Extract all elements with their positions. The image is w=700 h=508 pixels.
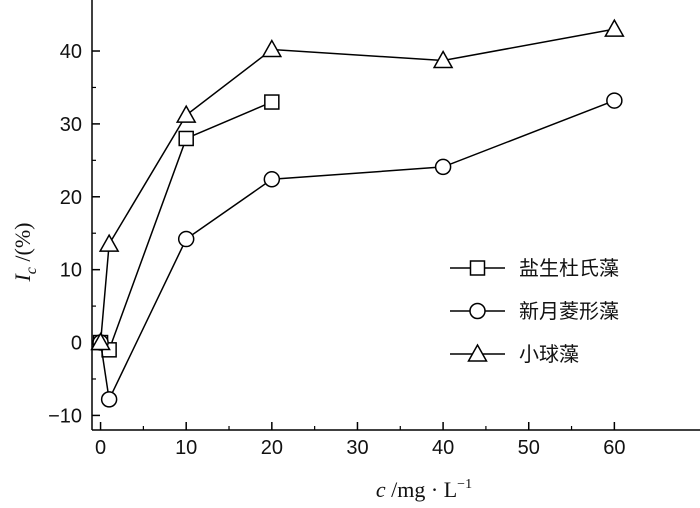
- data-point-square: [264, 94, 280, 110]
- x-tick-label: 60: [603, 437, 625, 459]
- legend-marker-circle: [469, 302, 486, 320]
- data-point-circle: [263, 171, 281, 188]
- data-point-circle: [606, 92, 623, 109]
- y-tick-label: 10: [60, 260, 82, 282]
- y-tick-label: 20: [60, 187, 82, 209]
- legend-item: 小球藻: [450, 342, 579, 366]
- legend-label: 盐生杜氏藻: [519, 256, 619, 280]
- series-square: [92, 94, 280, 358]
- x-tick-label: 50: [518, 437, 540, 459]
- legend-marker-square: [469, 260, 486, 276]
- x-tick-label: 40: [432, 437, 454, 459]
- data-point-square: [178, 130, 194, 147]
- data-point-circle: [434, 158, 452, 176]
- x-tick-label: 20: [261, 437, 283, 459]
- data-point-triangle: [90, 332, 111, 351]
- legend-label: 小球藻: [519, 342, 579, 366]
- y-tick-label: 30: [60, 114, 82, 136]
- series-triangle: [90, 18, 625, 351]
- data-point-circle: [100, 391, 118, 408]
- data-point-triangle: [432, 49, 454, 69]
- y-tick-label: 40: [60, 41, 82, 63]
- legend-marker-triangle: [467, 343, 488, 362]
- x-axis-label: c /mg · L−1: [376, 477, 472, 502]
- data-point-triangle: [604, 18, 625, 37]
- series-line: [99, 28, 615, 343]
- x-tick-label: 10: [175, 437, 197, 459]
- data-point-circle: [177, 230, 195, 248]
- data-point-triangle: [98, 233, 120, 252]
- y-tick-label: 0: [71, 333, 82, 355]
- y-tick-label: −10: [48, 405, 82, 427]
- legend-item: 新月菱形藻: [450, 299, 619, 323]
- x-tick-label: 30: [346, 437, 368, 459]
- ticks: 0 10 20 30 40 50 60 −10 0 10 20 30 40: [48, 41, 625, 459]
- x-tick-label: 0: [95, 437, 106, 459]
- data-point-triangle: [175, 104, 197, 123]
- y-axis-label: Ic /(%): [10, 222, 40, 282]
- data-point-triangle: [261, 39, 283, 58]
- legend-item: 盐生杜氏藻: [450, 256, 619, 280]
- series-group: [90, 18, 625, 408]
- series-line: [99, 99, 615, 402]
- axes: [91, 0, 700, 431]
- legend-label: 新月菱形藻: [519, 299, 619, 323]
